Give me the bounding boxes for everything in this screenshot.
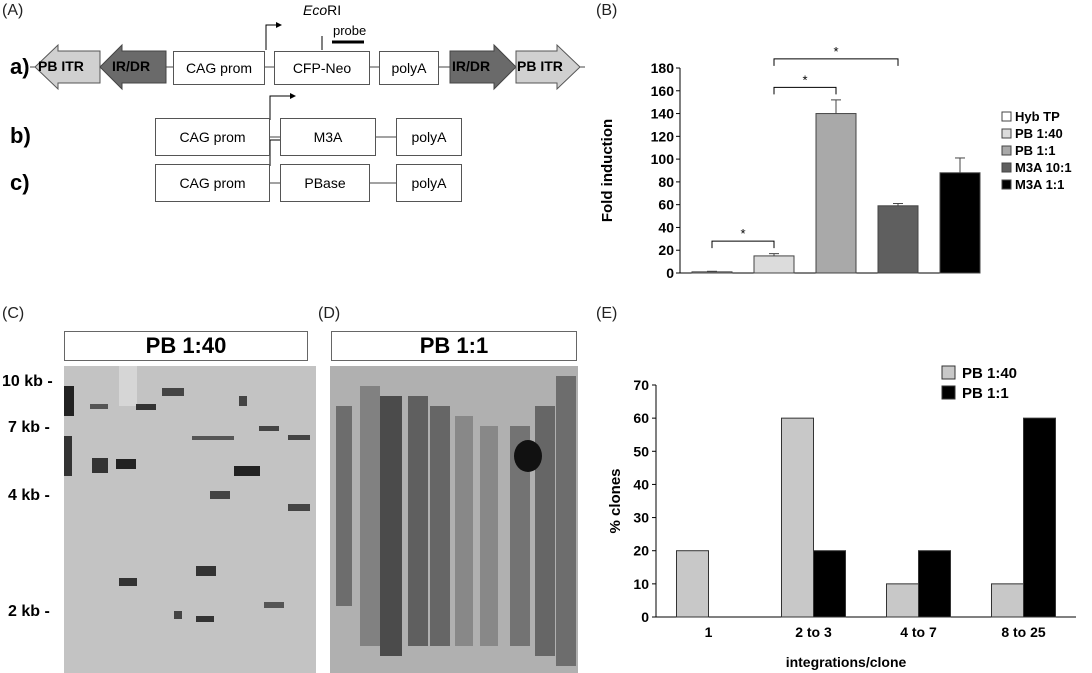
chart-e-ytick-label: 10: [633, 576, 649, 592]
chart-b-ytick-label: 0: [666, 265, 674, 281]
chart-e-ytick-label: 60: [633, 410, 649, 426]
marker-4kb: 4 kb -: [8, 487, 50, 504]
chart-e-bar-pb-1-40-4: [991, 583, 1024, 618]
chart-e-bar-pb-1-1-4: [1023, 417, 1056, 618]
panel-label-a: (A): [2, 2, 24, 19]
gel-d-title: PB 1:1: [331, 331, 577, 361]
chart-e-bar-pb-1-1-2: [813, 550, 846, 618]
chart-e-legend-label: PB 1:40: [962, 365, 1017, 382]
gel-c-title: PB 1:40: [64, 331, 308, 361]
chart-e-legend-label: PB 1:1: [962, 385, 1009, 402]
pb-itr-left-label: PB ITR: [38, 58, 84, 74]
chart-e-bar-pb-1-1-3: [918, 550, 951, 618]
marker-7kb: 7 kb -: [8, 419, 50, 436]
chart-b-bar-5: [939, 172, 981, 274]
panel-label-e: (E): [596, 305, 618, 322]
chart-b-legend-label: PB 1:1: [1015, 143, 1055, 158]
panel-label-c: (C): [2, 305, 25, 322]
chart-b-legend-swatch: [1001, 162, 1012, 173]
chart-b-significance-label: *: [740, 226, 745, 241]
chart-b-ytick-label: 160: [651, 83, 675, 99]
chart-b-bar-2: [753, 255, 795, 274]
chart-b-legend-label: Hyb TP: [1015, 109, 1060, 124]
ir-dr-left-arrow: [99, 43, 167, 91]
chart-e-ytick-label: 50: [633, 443, 649, 459]
chart-b-ytick-label: 120: [651, 128, 675, 144]
chart-b-legend-swatch: [1001, 179, 1012, 190]
chart-b-ytick-label: 100: [651, 151, 675, 167]
ecori-rest: RI: [327, 2, 342, 18]
chart-e-ylabel: % clones: [607, 468, 624, 533]
chart-b-bar-3: [815, 113, 857, 274]
chart-e-ytick-label: 20: [633, 543, 649, 559]
chart-e-bar-pb-1-40-2: [781, 417, 814, 618]
chart-b-significance-label: *: [802, 72, 807, 87]
chart-b-fold-induction: 0 20 40 60 80 100 120 140 160 180 Fold induction * *…: [599, 44, 1072, 281]
ir-dr-left-label: IR/DR: [112, 58, 151, 74]
chart-b-ytick-label: 140: [651, 106, 675, 122]
chart-b-legend-label: PB 1:40: [1015, 126, 1063, 141]
chart-b-legend-swatch: [1001, 111, 1012, 122]
chart-e-xtick-label: 4 to 7: [900, 624, 937, 640]
chart-b-significance-bracket: [773, 86, 837, 95]
chart-e-ytick-label: 40: [633, 476, 649, 492]
row-label-b: b): [10, 123, 31, 148]
chart-b-ytick-label: 60: [658, 197, 674, 213]
row-label-a: a): [10, 54, 30, 79]
chart-e-xtick-label: 2 to 3: [795, 624, 832, 640]
marker-10kb: 10 kb -: [2, 373, 53, 390]
chart-b-ytick-label: 20: [658, 242, 674, 258]
polya-box-c: polyA: [396, 164, 462, 202]
chart-e-bar-pb-1-40-1: [676, 550, 709, 618]
cag-prom-box-a: CAG prom: [173, 51, 265, 85]
chart-e-xtick-label: 8 to 25: [1001, 624, 1046, 640]
ir-dr-right-label: IR/DR: [452, 58, 491, 74]
chart-b-legend-swatch: [1001, 145, 1012, 156]
chart-b-bar-1: [691, 271, 733, 274]
chart-e-ytick-label: 30: [633, 510, 649, 526]
ecori-label: EcoRI: [303, 2, 341, 18]
chart-e-legend-swatch: [941, 365, 956, 380]
chart-b-legend-label: M3A 10:1: [1015, 160, 1072, 175]
chart-e-ytick-label: 0: [641, 609, 649, 625]
chart-e-xtick-label: 1: [705, 624, 713, 640]
chart-e-legend-swatch: [941, 385, 956, 400]
chart-b-legend-swatch: [1001, 128, 1012, 139]
marker-2kb: 2 kb -: [8, 603, 50, 620]
chart-b-significance-bracket: [711, 240, 775, 249]
gel-c-image: [64, 366, 316, 673]
chart-b-ytick-label: 80: [658, 174, 674, 190]
polya-box-b: polyA: [396, 118, 462, 156]
chart-b-ytick-label: 40: [658, 219, 674, 235]
cfp-neo-box: CFP-Neo: [274, 51, 370, 85]
pb-itr-right-arrow: [515, 43, 581, 91]
row-label-c: c): [10, 170, 30, 195]
polya-box-a: polyA: [379, 51, 439, 85]
chart-e-ytick-label: 70: [633, 377, 649, 393]
chart-b-legend-label: M3A 1:1: [1015, 177, 1064, 192]
m3a-box: M3A: [280, 118, 376, 156]
chart-b-significance-label: *: [833, 44, 838, 59]
gel-d-image: [330, 366, 578, 673]
panel-label-d: (D): [318, 305, 341, 322]
chart-e-xlabel: integrations/clone: [786, 654, 907, 670]
cag-prom-box-c: CAG prom: [155, 164, 270, 202]
chart-e-integrations: 0 10 20 30 40 50 60 70 % clones 1 2 to 3 4 to 7 8 to…: [607, 365, 1076, 670]
ir-dr-right-arrow: [449, 43, 517, 91]
chart-e-bar-pb-1-40-3: [886, 583, 919, 618]
panel-label-b: (B): [596, 2, 618, 19]
pbase-box: PBase: [280, 164, 370, 202]
chart-b-bar-4: [877, 205, 919, 274]
probe-label: probe: [333, 23, 367, 38]
cag-prom-box-b: CAG prom: [155, 118, 270, 156]
ecori-italic: Eco: [303, 2, 328, 18]
chart-b-ylabel: Fold induction: [599, 119, 616, 222]
chart-b-ytick-label: 180: [651, 60, 675, 76]
construct-lines: [30, 22, 585, 184]
pb-itr-right-label: PB ITR: [517, 58, 563, 74]
chart-b-significance-bracket: [773, 58, 899, 66]
